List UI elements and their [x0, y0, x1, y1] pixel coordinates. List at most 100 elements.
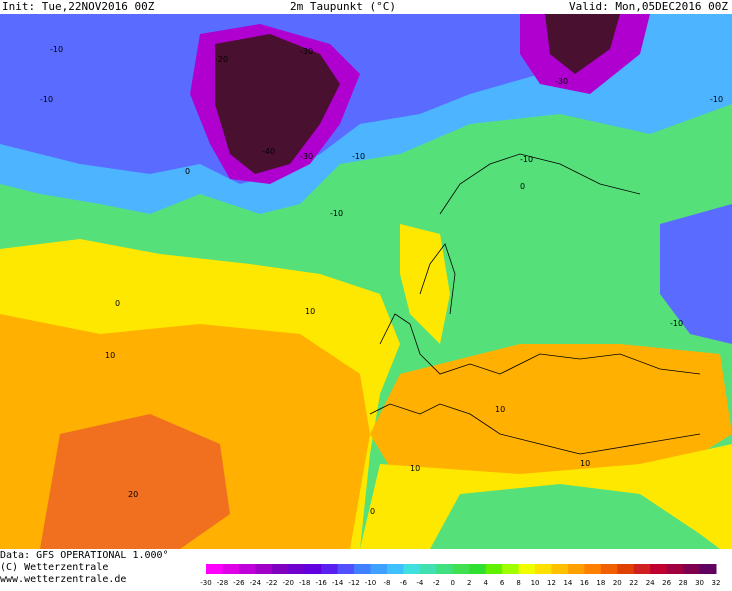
colorbar-swatch: [650, 564, 668, 574]
colorbar-swatch: [370, 564, 388, 574]
colorbar: -30 -28 -26 -24 -22 -20 -18 -16 -14 -12 -10 -8 -6 -4-…: [196, 564, 732, 587]
colorbar-swatch: [321, 564, 339, 574]
colorbar-swatch: [304, 564, 322, 574]
sahara-green: [430, 484, 720, 549]
colorbar-swatch: [502, 564, 520, 574]
contour-label: 20: [128, 490, 138, 499]
colorbar-tick-label: -24: [250, 579, 262, 587]
colorbar-swatch: [666, 564, 684, 574]
colorbar-swatch: [535, 564, 552, 574]
siberia-core: [545, 14, 620, 74]
contour-label: 10: [410, 464, 420, 473]
contour-label: -30: [555, 77, 568, 86]
dewpoint-map: -10 -20 -30 -40 -30 -30 -10 -10 -10 -10 …: [0, 14, 732, 549]
colorbar-swatch: [222, 564, 240, 574]
colorbar-swatch: [584, 564, 602, 574]
colorbar-swatch: [386, 564, 404, 574]
header-bar: Init: Tue,22NOV2016 00Z 2m Taupunkt (°C)…: [0, 0, 732, 14]
colorbar-swatch: [271, 564, 289, 574]
colorbar-tick-label: -26: [233, 579, 245, 587]
colorbar-swatch: [567, 564, 585, 574]
map-title: 2m Taupunkt (°C): [290, 0, 396, 13]
colorbar-swatch: [617, 564, 635, 574]
colorbar-swatch: [419, 564, 437, 574]
contour-label: -10: [670, 319, 683, 328]
contour-label: 10: [305, 307, 315, 316]
colorbar-swatch: [288, 564, 306, 574]
contour-label: 10: [105, 351, 115, 360]
colorbar-swatch: [403, 564, 421, 574]
colorbar-tick-label: 12: [547, 579, 556, 587]
colorbar-tick-label: -16: [315, 579, 327, 587]
colorbar-swatch: [337, 564, 355, 574]
colorbar-tick-label: -14: [332, 579, 344, 587]
contour-label: -20: [215, 55, 228, 64]
colorbar-tick-label: 10: [531, 579, 540, 587]
copyright: (C) Wetterzentrale: [0, 562, 109, 573]
colorbar-tick-label: 2: [467, 579, 471, 587]
colorbar-swatch: [255, 564, 273, 574]
contour-label: -40: [262, 147, 275, 156]
colorbar-swatch: [452, 564, 470, 574]
colorbar-tick-label: -20: [283, 579, 294, 587]
contour-label: 0: [370, 507, 375, 516]
colorbar-tick-label: 26: [662, 579, 671, 587]
colorbar-swatch: [551, 564, 569, 574]
colorbar-swatch: [469, 564, 487, 574]
colorbar-swatch: [633, 564, 651, 574]
colorbar-tick-label: 16: [580, 579, 589, 587]
colorbar-swatch: [354, 564, 372, 574]
init-time: Init: Tue,22NOV2016 00Z: [2, 0, 155, 13]
contour-label: -30: [300, 152, 313, 161]
contour-label: -10: [40, 95, 53, 104]
coastlines: [369, 153, 701, 455]
colorbar-tick-label: 24: [646, 579, 655, 587]
colorbar-tick-label: 20: [613, 579, 622, 587]
greenland-core: [215, 34, 340, 174]
colorbar-tick-label: -2: [433, 579, 440, 587]
colorbar-tick-label: -18: [299, 579, 310, 587]
colorbar-tick-label: -30: [200, 579, 211, 587]
website-link[interactable]: www.wetterzentrale.de: [0, 574, 127, 585]
colorbar-tick-label: 22: [629, 579, 638, 587]
colorbar-tick-label: 4: [483, 579, 488, 587]
contour-label: -30: [300, 47, 313, 56]
contour-label: 0: [185, 167, 190, 176]
contour-labels: -10 -20 -30 -40 -30 -30 -10 -10 -10 -10 …: [40, 45, 723, 516]
contour-label: -10: [520, 155, 533, 164]
russia-cold: [660, 204, 732, 344]
colorbar-tick-label: 0: [451, 579, 455, 587]
valid-time: Valid: Mon,05DEC2016 00Z: [569, 0, 728, 13]
colorbar-tick-label: -12: [348, 579, 359, 587]
colorbar-tick-label: -10: [365, 579, 376, 587]
contour-label: 10: [580, 459, 590, 468]
colorbar-swatch: [600, 564, 618, 574]
colorbar-tick-label: -4: [416, 579, 424, 587]
colorbar-tick-label: 14: [563, 579, 572, 587]
colorbar-tick-label: 28: [679, 579, 688, 587]
colorbar-tick-label: -28: [217, 579, 228, 587]
warm-mediterranean: [370, 344, 732, 484]
colorbar-tick-label: -22: [266, 579, 277, 587]
contour-label: 0: [115, 299, 120, 308]
colorbar-swatch: [683, 564, 701, 574]
colorbar-tick-label: -8: [383, 579, 390, 587]
colorbar-swatch: [206, 564, 223, 574]
colorbar-svg: -30 -28 -26 -24 -22 -20 -18 -16 -14 -12 -10 -8 -6 -4-…: [200, 564, 721, 587]
hot-orange-atlantic: [40, 414, 230, 549]
contour-label: 0: [520, 182, 525, 191]
colorbar-tick-label: 8: [516, 579, 520, 587]
colorbar-swatch: [699, 564, 717, 574]
contour-label: -10: [352, 152, 365, 161]
colorbar-swatch: [238, 564, 256, 574]
colorbar-tick-label: 32: [712, 579, 721, 587]
contour-label: -10: [330, 209, 343, 218]
colorbar-tick-label: 18: [596, 579, 605, 587]
data-source: Data: GFS OPERATIONAL 1.000°: [0, 550, 169, 561]
contour-label: 10: [495, 405, 505, 414]
colorbar-swatch: [518, 564, 536, 574]
colorbar-tick-label: 6: [500, 579, 505, 587]
contour-label: -10: [50, 45, 63, 54]
colorbar-tick-label: -6: [400, 579, 408, 587]
